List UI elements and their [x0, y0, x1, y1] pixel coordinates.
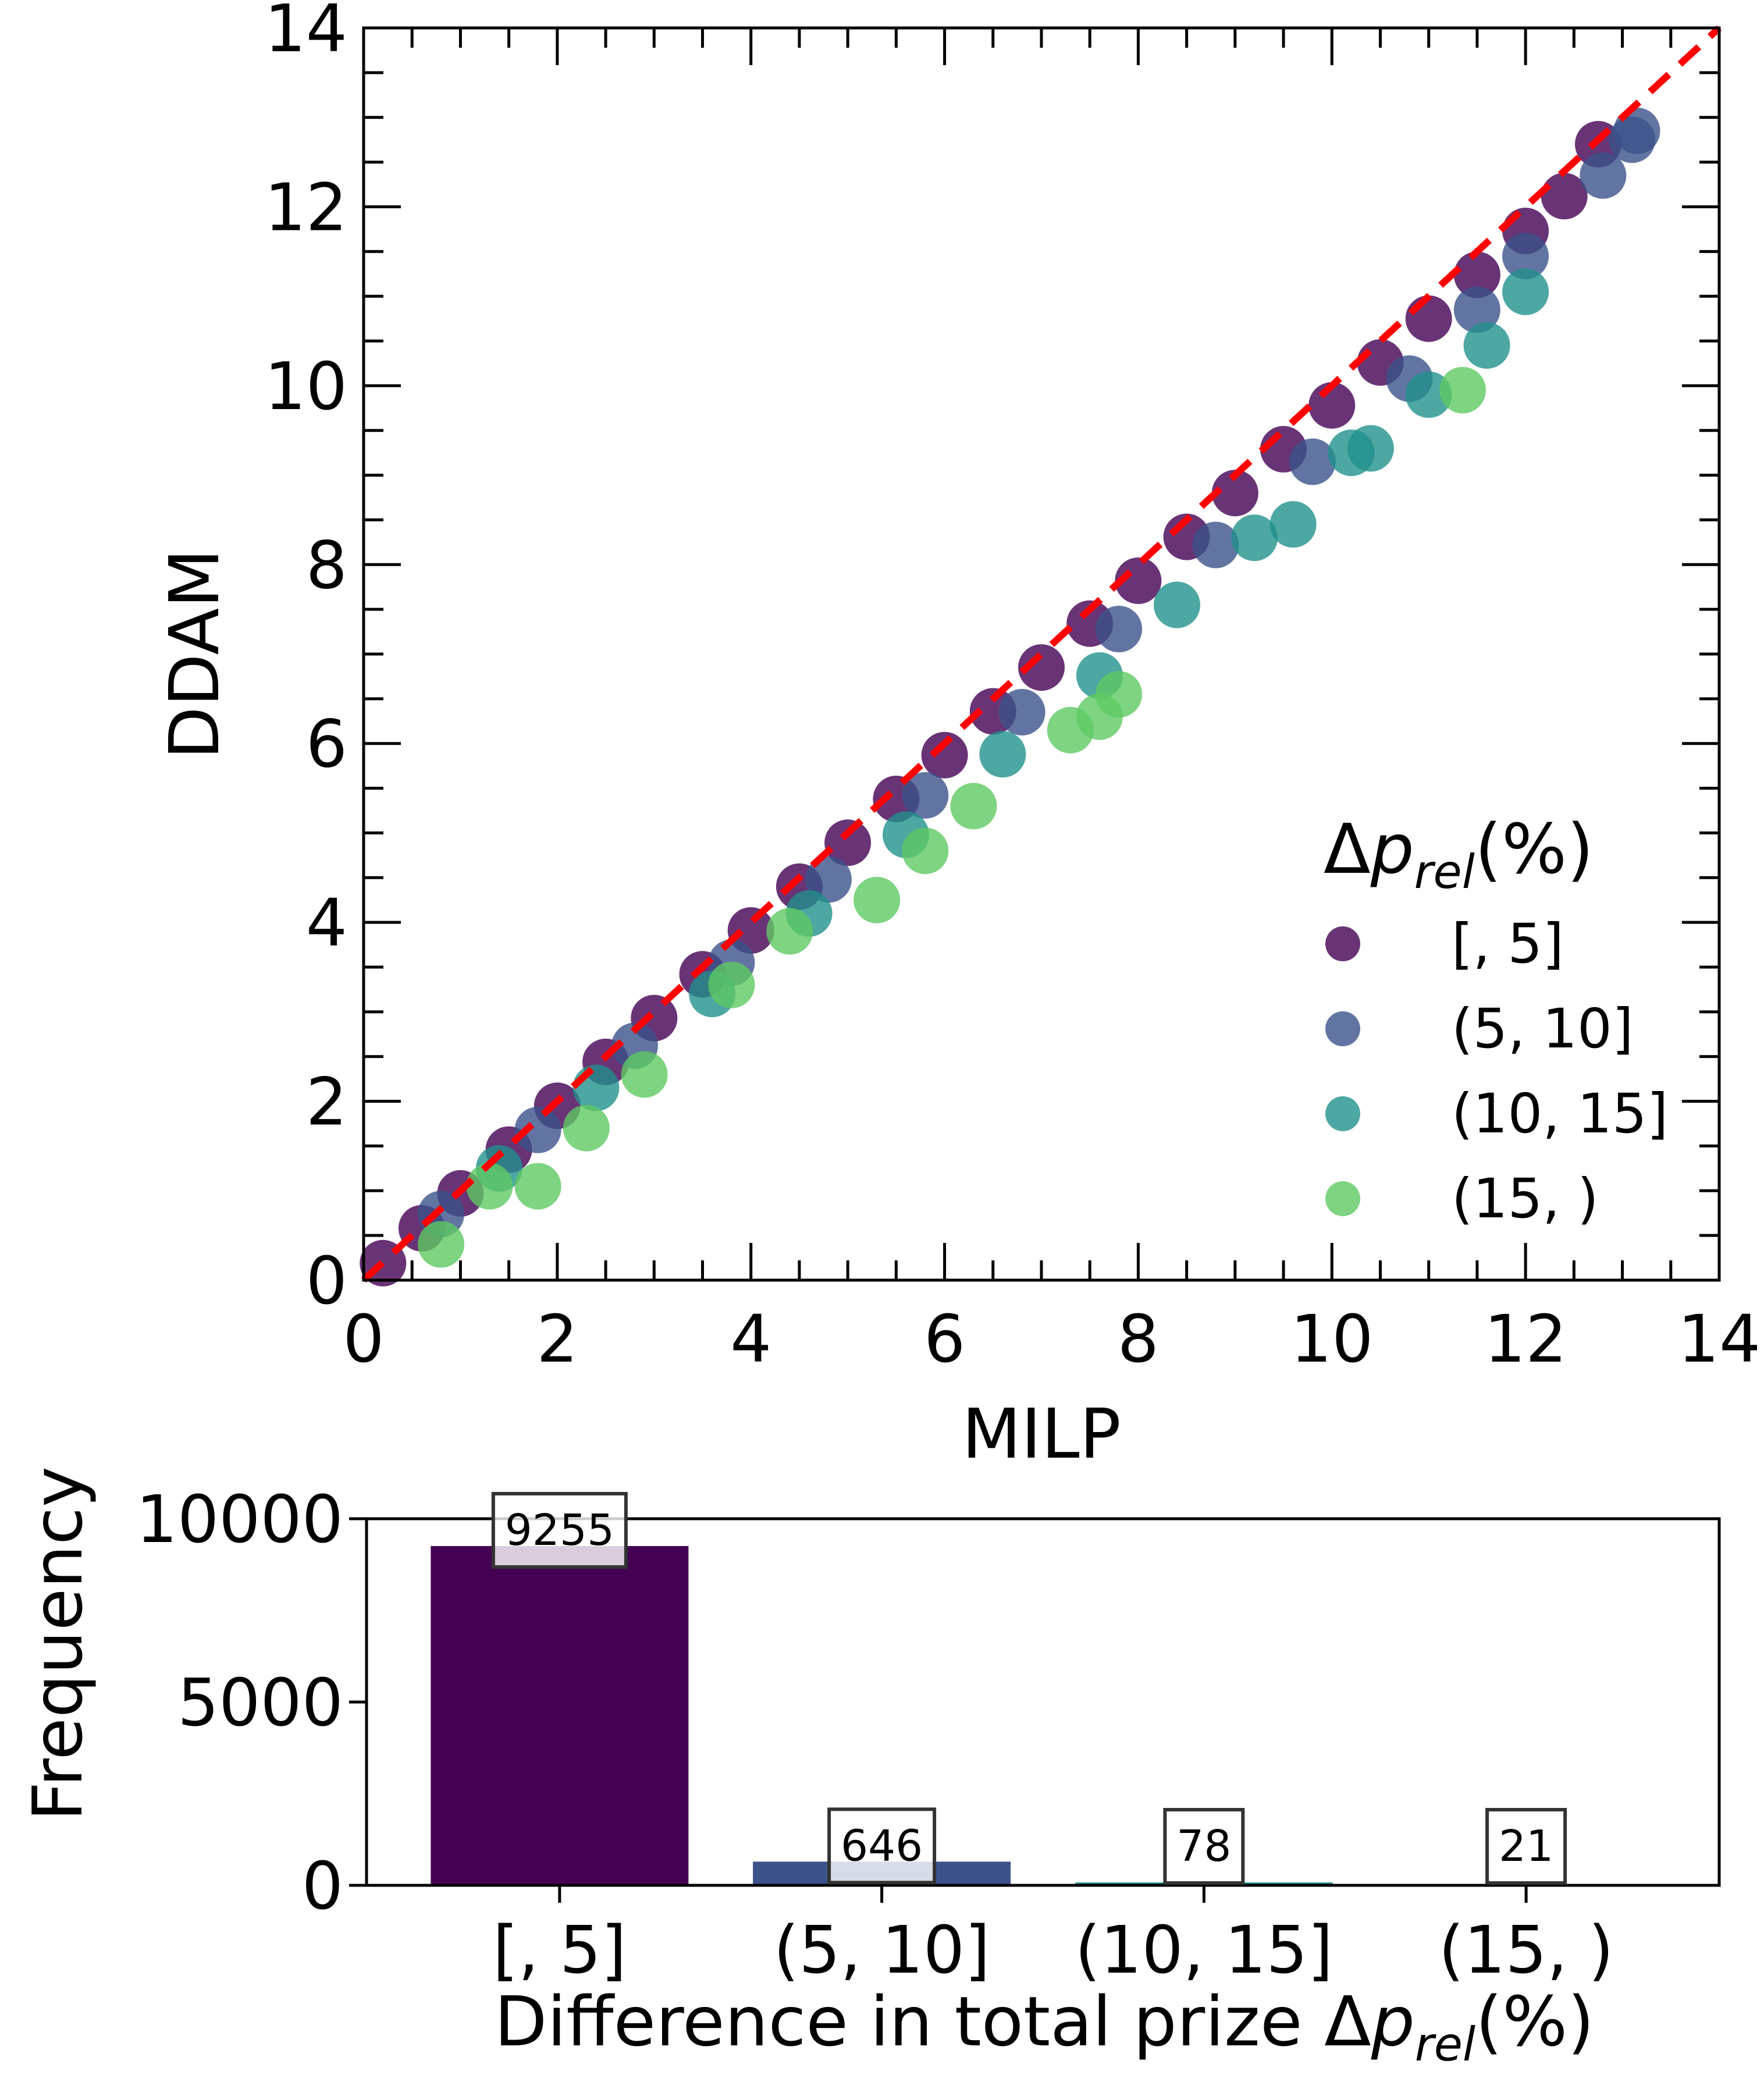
scatter-point — [1115, 557, 1162, 604]
scatter-point — [1347, 425, 1394, 472]
scatter-point — [1453, 286, 1500, 333]
scatter-point — [1231, 514, 1278, 562]
x-tick-label: 0 — [343, 1302, 384, 1377]
x-tick-label: 2 — [536, 1302, 578, 1377]
scatter-point — [1096, 671, 1143, 718]
scatter-point — [572, 1064, 620, 1111]
bar — [431, 1545, 689, 1885]
legend-title: Δprel(%) — [1324, 809, 1594, 899]
scatter-point — [998, 688, 1045, 736]
bar-value-label: 78 — [1176, 1821, 1231, 1871]
scatter-point — [514, 1163, 561, 1210]
legend-label: (10, 15] — [1452, 1082, 1668, 1146]
reference-line — [361, 25, 1722, 1283]
legend-entries: [, 5] (5, 10] (10, 15] (15, ) — [1325, 912, 1668, 1231]
legend-marker — [1325, 1181, 1360, 1216]
scatter-point — [1211, 470, 1258, 517]
y-tick-label: 4 — [306, 886, 347, 961]
x-tick-label: 8 — [1118, 1302, 1159, 1377]
scatter-point — [1541, 173, 1588, 219]
y-tick-label: 8 — [306, 528, 347, 603]
scatter-x-axis-label: MILP — [962, 1394, 1121, 1474]
bar-value-label-box — [1485, 1808, 1567, 1885]
scatter-point — [950, 783, 997, 830]
bar-panel: [, 5] (5, 10] (10, 15] (15, ) 0 5000 10000 925… — [17, 1466, 1721, 2072]
x-tick-label: 6 — [924, 1302, 965, 1377]
scatter-point — [1580, 152, 1627, 199]
scatter-point — [1502, 233, 1549, 279]
bar-ticks — [349, 1517, 1528, 1903]
bar-y-axis-label: Frequency — [17, 1466, 98, 1821]
scatter-point — [805, 856, 852, 903]
scatter-point — [979, 731, 1026, 778]
y-tick-label: 10 — [264, 349, 347, 425]
x-tick-label: 14 — [1678, 1302, 1761, 1377]
bar-category-label: (10, 15] — [1075, 1913, 1333, 1988]
scatter-point — [1405, 295, 1452, 342]
y-tick-label: 14 — [264, 0, 347, 67]
legend: Δprel(%) [, 5] (5, 10] (10, 15] (15, ) — [1324, 809, 1668, 1231]
bar-value-label: 9255 — [505, 1505, 614, 1555]
scatter-point — [621, 1051, 668, 1098]
bars — [431, 1545, 1655, 1885]
legend-marker — [1325, 926, 1360, 961]
bar-y-tick-label: 0 — [302, 1849, 343, 1924]
scatter-point — [708, 961, 755, 1008]
legend-marker — [1325, 1096, 1360, 1131]
bar-y-tick-label: 5000 — [177, 1665, 343, 1741]
scatter-tick-labels: 0 2 4 6 8 10 12 14 0 2 4 6 8 10 12 14 — [264, 0, 1761, 1377]
bar-value-label-box — [827, 1807, 937, 1885]
scatter-point — [466, 1163, 513, 1210]
x-tick-label: 4 — [730, 1302, 771, 1377]
legend-label: [, 5] — [1452, 912, 1564, 976]
scatter-point — [1405, 371, 1452, 418]
scatter-point — [1269, 501, 1317, 548]
scatter-point — [766, 908, 813, 955]
x-tick-label: 10 — [1290, 1302, 1374, 1377]
scatter-point — [563, 1104, 610, 1152]
scatter-panel: 0 2 4 6 8 10 12 14 0 2 4 6 8 10 12 14 MILP DDAM Δprel(%… — [154, 0, 1761, 1474]
scatter-point — [824, 819, 872, 866]
scatter-points — [360, 107, 1660, 1287]
scatter-point — [853, 876, 901, 923]
scatter-point — [418, 1221, 465, 1268]
legend-label: (15, ) — [1452, 1167, 1599, 1231]
bar-category-label: (5, 10] — [773, 1913, 990, 1988]
bar-value-labels: 9255 646 78 21 — [491, 1491, 1567, 1885]
scatter-point — [1018, 644, 1065, 691]
y-tick-label: 2 — [306, 1065, 347, 1141]
bar-tick-labels: [, 5] (5, 10] (10, 15] (15, ) 0 5000 10000 — [136, 1482, 1614, 1988]
bar-category-label: [, 5] — [493, 1913, 627, 1988]
scatter-point — [902, 827, 949, 875]
bar-value-label-box — [1163, 1808, 1245, 1885]
bar-category-label: (15, ) — [1439, 1913, 1614, 1988]
scatter-y-axis-label: DDAM — [154, 549, 234, 759]
y-tick-label: 0 — [306, 1243, 347, 1319]
scatter-point — [1192, 521, 1239, 569]
scatter-point — [514, 1106, 561, 1153]
bar-value-label: 21 — [1499, 1821, 1553, 1871]
bar-x-axis-label: Difference in total prize Δprel(%) — [495, 1981, 1595, 2072]
scatter-point — [1502, 268, 1549, 315]
scatter-ticks — [362, 26, 1721, 1282]
y-tick-label: 6 — [306, 707, 347, 783]
legend-marker — [1325, 1011, 1360, 1046]
bar-y-tick-label: 10000 — [136, 1482, 343, 1558]
scatter-point — [1453, 251, 1500, 299]
scatter-point — [921, 731, 968, 779]
scatter-point — [1154, 581, 1200, 628]
bar-value-label: 646 — [841, 1821, 923, 1871]
scatter-point — [1096, 606, 1143, 652]
scatter-point — [1463, 322, 1510, 369]
scatter-point — [902, 772, 949, 819]
scatter-point — [1289, 438, 1336, 485]
x-tick-label: 12 — [1484, 1302, 1567, 1377]
y-tick-label: 12 — [264, 170, 347, 246]
legend-label: (5, 10] — [1452, 997, 1634, 1061]
scatter-point — [1439, 367, 1486, 414]
bar-value-label-box — [491, 1491, 628, 1569]
